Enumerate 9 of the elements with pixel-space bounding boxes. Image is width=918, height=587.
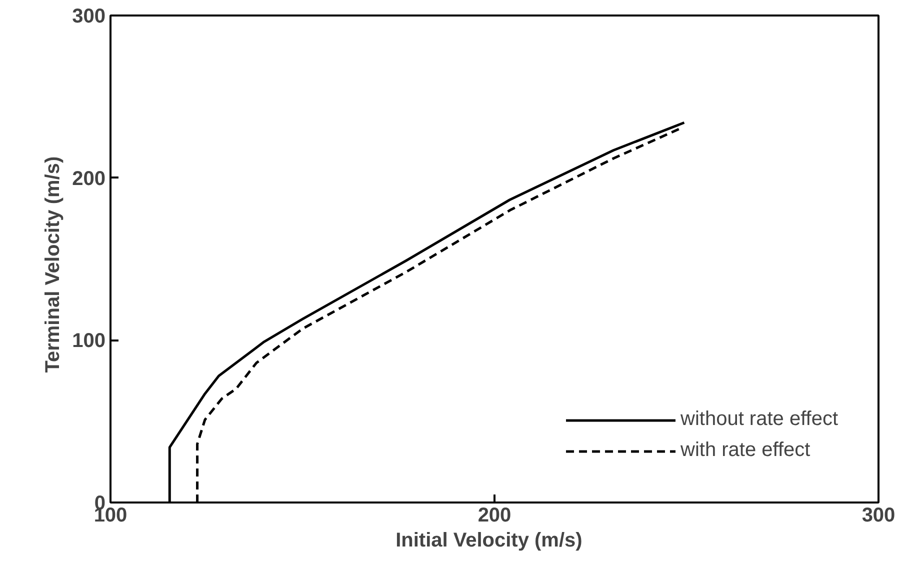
y-tick-label: 100 [72, 330, 106, 352]
y-tick-label: 200 [72, 168, 106, 190]
text: with rate effect [680, 439, 810, 462]
x-tick-label: 300 [862, 504, 896, 526]
text: without rate effect [680, 408, 838, 431]
y-tick-label: 300 [72, 6, 106, 28]
y-axis-title: Terminal Velocity (m/s) [42, 156, 64, 373]
x-tick-label: 200 [478, 504, 512, 526]
x-axis-title: Initial Velocity (m/s) [396, 530, 582, 552]
